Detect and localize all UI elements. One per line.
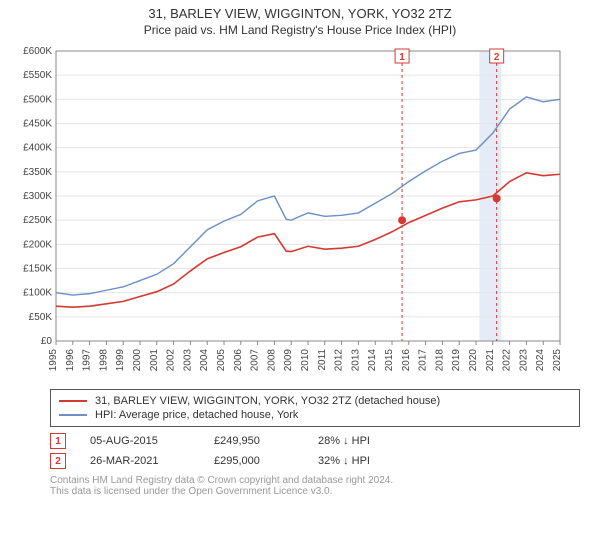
svg-text:2016: 2016 — [401, 349, 412, 372]
transaction-row: 2 26-MAR-2021 £295,000 32% ↓ HPI — [50, 451, 580, 471]
transactions-table: 1 05-AUG-2015 £249,950 28% ↓ HPI 2 26-MAR-202… — [50, 431, 580, 471]
svg-text:1: 1 — [399, 52, 405, 63]
transaction-delta: 28% ↓ HPI — [318, 435, 370, 447]
transaction-row: 1 05-AUG-2015 £249,950 28% ↓ HPI — [50, 431, 580, 451]
svg-text:2012: 2012 — [334, 349, 345, 372]
svg-text:£250K: £250K — [23, 215, 52, 226]
page-subtitle: Price paid vs. HM Land Registry's House … — [10, 23, 590, 37]
svg-text:2019: 2019 — [451, 349, 462, 372]
price-chart: £0 £50K £100K £150K £200K £250K £300K £350K £400… — [10, 43, 582, 383]
svg-text:1995: 1995 — [48, 349, 59, 372]
svg-text:2008: 2008 — [266, 349, 277, 372]
legend-swatch — [59, 400, 87, 402]
svg-text:2009: 2009 — [283, 349, 294, 372]
svg-text:2017: 2017 — [418, 349, 429, 372]
svg-text:2025: 2025 — [552, 349, 563, 372]
footer-line-2: This data is licensed under the Open Gov… — [50, 486, 580, 497]
svg-text:2011: 2011 — [317, 349, 328, 371]
legend-label: 31, BARLEY VIEW, WIGGINTON, YORK, YO32 2… — [95, 395, 440, 407]
svg-text:2024: 2024 — [535, 349, 546, 372]
svg-text:£0: £0 — [41, 336, 53, 347]
svg-text:£400K: £400K — [23, 143, 52, 154]
title-block: 31, BARLEY VIEW, WIGGINTON, YORK, YO32 2… — [0, 0, 600, 39]
transaction-price: £295,000 — [214, 455, 294, 467]
svg-text:£350K: £350K — [23, 167, 52, 178]
transaction-date: 26-MAR-2021 — [90, 455, 190, 467]
svg-text:2003: 2003 — [182, 349, 193, 372]
svg-text:2005: 2005 — [216, 349, 227, 372]
svg-text:2006: 2006 — [233, 349, 244, 372]
svg-text:1997: 1997 — [82, 349, 93, 372]
legend-swatch — [59, 414, 87, 416]
svg-text:2020: 2020 — [468, 349, 479, 372]
transaction-delta: 32% ↓ HPI — [318, 455, 370, 467]
svg-text:£300K: £300K — [23, 191, 52, 202]
svg-text:£200K: £200K — [23, 239, 52, 250]
svg-text:£600K: £600K — [23, 46, 52, 57]
svg-text:2001: 2001 — [149, 349, 160, 372]
svg-text:1996: 1996 — [65, 349, 76, 372]
svg-text:£150K: £150K — [23, 264, 52, 275]
svg-text:£500K: £500K — [23, 94, 52, 105]
svg-text:2002: 2002 — [166, 349, 177, 372]
svg-text:2023: 2023 — [518, 349, 529, 372]
transaction-marker: 2 — [50, 453, 66, 469]
page-title: 31, BARLEY VIEW, WIGGINTON, YORK, YO32 2… — [10, 6, 590, 21]
svg-text:£50K: £50K — [29, 312, 53, 323]
svg-text:2: 2 — [494, 52, 500, 63]
svg-text:2013: 2013 — [350, 349, 361, 372]
svg-text:£550K: £550K — [23, 70, 52, 81]
svg-text:2014: 2014 — [367, 349, 378, 372]
svg-text:2004: 2004 — [199, 349, 210, 372]
chart-svg: £0 £50K £100K £150K £200K £250K £300K £350K £400… — [10, 43, 570, 383]
svg-text:2022: 2022 — [502, 349, 513, 372]
transaction-date: 05-AUG-2015 — [90, 435, 190, 447]
svg-text:£450K: £450K — [23, 119, 52, 130]
svg-text:2018: 2018 — [434, 349, 445, 372]
svg-text:1998: 1998 — [98, 349, 109, 372]
svg-text:2021: 2021 — [485, 349, 496, 372]
footer-attribution: Contains HM Land Registry data © Crown c… — [50, 475, 580, 497]
svg-text:2007: 2007 — [250, 349, 261, 372]
svg-text:2010: 2010 — [300, 349, 311, 372]
legend-label: HPI: Average price, detached house, York — [95, 409, 298, 421]
svg-text:1999: 1999 — [115, 349, 126, 372]
svg-text:2015: 2015 — [384, 349, 395, 372]
legend-row: HPI: Average price, detached house, York — [59, 408, 571, 422]
legend-row: 31, BARLEY VIEW, WIGGINTON, YORK, YO32 2… — [59, 394, 571, 408]
footer-line-1: Contains HM Land Registry data © Crown c… — [50, 475, 580, 486]
legend: 31, BARLEY VIEW, WIGGINTON, YORK, YO32 2… — [50, 389, 580, 427]
svg-text:2000: 2000 — [132, 349, 143, 372]
svg-text:£100K: £100K — [23, 288, 52, 299]
transaction-marker: 1 — [50, 433, 66, 449]
transaction-price: £249,950 — [214, 435, 294, 447]
